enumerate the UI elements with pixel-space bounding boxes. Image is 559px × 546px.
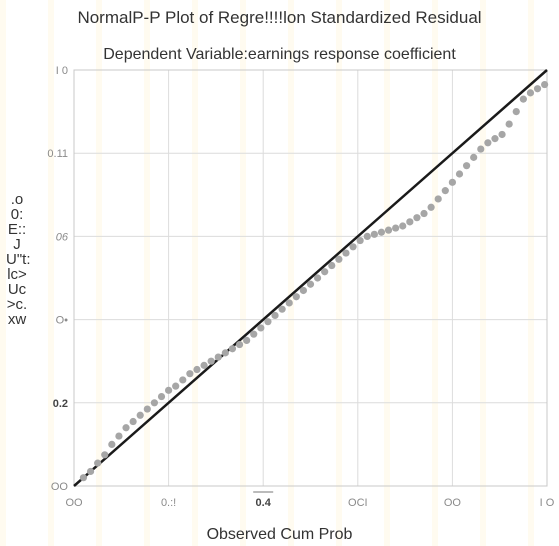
y-tick-label-1: 0.2 [53,398,68,410]
data-point-40 [363,232,371,240]
data-point-55 [470,153,478,161]
data-point-7 [129,417,137,426]
x-ticks: OO 0.:! 0.4 OCI OO I O [65,491,555,509]
data-point-26 [264,318,272,326]
data-point-64 [533,85,542,93]
x-tick-label-5: I O [540,497,555,509]
data-point-29 [285,299,293,307]
data-point-16 [193,365,201,374]
x-tick-label-3: OCI [348,497,368,509]
data-point-48 [420,209,428,218]
chart-subtitle: Dependent Variable:earnings response coe… [103,46,456,63]
y-tick-label-3: 06 [56,231,69,243]
data-point-54 [462,162,471,170]
data-point-30 [292,293,300,301]
x-tick-label-4: OO [444,497,462,509]
x-tick-label-0: OO [65,497,83,509]
data-point-34 [321,268,329,276]
data-point-11 [157,392,166,401]
chart-title: NormalP-P Plot of Regre!!!!lon Standardi… [77,8,482,27]
data-point-50 [434,195,442,203]
data-point-4 [108,440,116,448]
data-point-33 [313,274,322,282]
data-point-9 [143,405,151,413]
data-point-39 [356,236,364,245]
data-point-25 [257,324,265,332]
data-point-59 [498,130,506,139]
data-point-21 [228,345,237,353]
data-point-56 [477,145,485,153]
data-point-63 [526,89,535,97]
data-point-14 [179,376,187,384]
reference-line [73,69,548,487]
y-ticks: OO 0.2 O• 06 0.11 I 0 [47,65,68,493]
data-point-22 [235,340,244,349]
data-point-62 [519,95,527,103]
data-point-44 [392,224,400,232]
x-tick-label-2: 0.4 [256,497,272,509]
grid-lines [74,70,547,486]
data-point-51 [441,187,449,195]
data-point-5 [115,432,123,440]
data-point-27 [271,311,279,320]
data-point-2 [94,459,102,467]
x-axis-label: Observed Cum Prob [206,526,353,543]
data-point-57 [484,139,492,147]
y-tick-label-0: OO [51,481,69,493]
data-point-10 [150,399,159,407]
y-tick-label-5: I 0 [56,65,68,77]
data-point-42 [377,228,386,236]
x-tick-label-1: 0.:! [161,497,176,509]
data-point-43 [384,226,393,234]
data-points [79,80,549,482]
data-point-3 [101,451,109,459]
y-axis-label: .o0:E::JU"t:lc>Uc>c.xw [6,191,31,328]
data-point-28 [278,305,286,313]
data-point-65 [541,80,549,89]
data-point-60 [505,120,513,128]
data-point-6 [122,424,130,432]
data-point-37 [342,249,350,257]
data-point-41 [370,230,378,238]
data-point-15 [186,370,194,378]
plot-border [73,69,548,487]
data-point-20 [221,349,229,357]
data-point-13 [172,382,180,390]
data-point-53 [455,170,464,178]
y-tick-label-4: 0.11 [47,148,68,160]
data-point-45 [399,222,407,230]
data-point-12 [165,386,173,394]
data-point-38 [349,243,357,251]
data-point-58 [491,135,499,143]
y-tick-label-2: O• [56,315,69,327]
data-point-0 [79,474,88,482]
data-point-36 [335,255,343,263]
data-point-23 [243,336,251,344]
plot-frame [73,69,548,487]
data-point-17 [200,361,208,369]
data-point-46 [406,218,414,226]
diagonal-reference-line [73,69,548,487]
data-point-61 [512,108,520,116]
data-point-35 [328,261,336,270]
data-point-18 [207,357,215,365]
data-point-31 [299,286,308,295]
data-point-47 [413,214,421,222]
data-point-52 [448,178,456,186]
data-point-1 [86,467,95,476]
data-point-24 [250,330,258,338]
data-point-19 [214,353,222,361]
data-point-49 [427,203,435,211]
data-point-32 [306,280,315,288]
data-point-8 [136,411,144,419]
